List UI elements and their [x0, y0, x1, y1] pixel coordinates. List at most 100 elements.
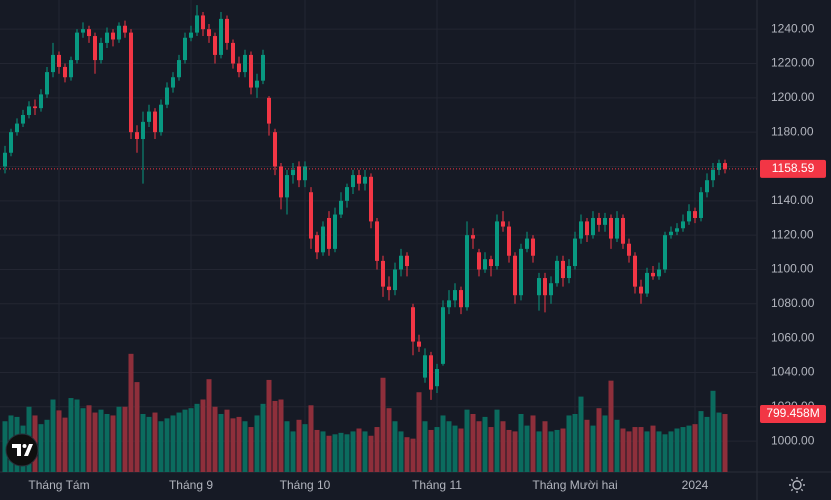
candle-body	[579, 221, 583, 239]
volume-bar	[524, 425, 530, 472]
candle-body	[357, 175, 361, 184]
volume-bar	[200, 399, 206, 472]
candle-body	[261, 54, 265, 81]
candle-body	[285, 175, 289, 198]
volume-bar	[542, 421, 548, 472]
candle-body	[309, 192, 313, 239]
volume-bar	[620, 428, 626, 472]
candle-body	[15, 123, 19, 133]
candle-body	[363, 176, 367, 184]
volume-bar	[308, 405, 314, 472]
candle-body	[57, 54, 61, 67]
volume-bar	[584, 419, 590, 472]
candle-body	[489, 259, 493, 267]
candle-body	[45, 72, 49, 95]
candle-body	[93, 36, 97, 61]
volume-bar	[212, 406, 218, 472]
candle-body	[219, 18, 223, 55]
volume-bar	[380, 377, 386, 472]
volume-bar	[2, 421, 8, 472]
volume-bar	[320, 431, 326, 472]
candle-body	[603, 217, 607, 225]
volume-bar	[356, 428, 362, 472]
volume-bar	[158, 421, 164, 472]
volume-bar	[656, 431, 662, 472]
volume-bar	[554, 429, 560, 472]
volume-bar	[722, 414, 728, 472]
candle-body	[555, 260, 559, 284]
candle-body	[327, 217, 331, 249]
candle-body	[411, 307, 415, 342]
candle-body	[441, 307, 445, 364]
last-price-box	[760, 159, 826, 178]
candle-body	[597, 217, 601, 225]
candle-body	[507, 226, 511, 256]
volume-bar	[536, 431, 542, 472]
volume-bar	[152, 412, 158, 472]
volume-bar	[38, 424, 44, 472]
candle-body	[501, 221, 505, 227]
candle-body	[453, 290, 457, 301]
volume-bar	[578, 396, 584, 472]
candle-body	[231, 42, 235, 64]
candle-body	[477, 252, 481, 270]
candle-body	[681, 221, 685, 229]
volume-bar	[446, 421, 452, 472]
candle-body	[375, 221, 379, 261]
volume-bar	[296, 419, 302, 472]
volume-bar	[326, 435, 332, 472]
settings-icon[interactable]	[789, 477, 805, 493]
candle-body	[123, 25, 127, 33]
candle-body	[9, 132, 13, 153]
candle-body	[279, 166, 283, 198]
candle-body	[165, 87, 169, 105]
candle-body	[369, 176, 373, 222]
volume-bar	[104, 414, 110, 472]
volume-bar	[494, 409, 500, 472]
candle-body	[105, 32, 109, 43]
candle-body	[573, 238, 577, 267]
candle-body	[333, 214, 337, 249]
volume-bar	[278, 399, 284, 472]
volume-bar	[560, 428, 566, 472]
candle-body	[621, 217, 625, 244]
candle-body	[549, 283, 553, 296]
last-price-label: 1158.59	[772, 161, 815, 175]
x-tick-label: Tháng 9	[169, 478, 213, 492]
candle-body	[273, 132, 277, 167]
candle-body	[153, 111, 157, 133]
volume-bar	[614, 419, 620, 472]
candle-body	[495, 221, 499, 267]
candle-body	[315, 235, 319, 253]
candle-body	[405, 255, 409, 267]
candle-body	[291, 169, 295, 176]
volume-bar	[704, 416, 710, 472]
candle-body	[135, 132, 139, 140]
volume-bar	[134, 382, 140, 472]
candle-body	[339, 200, 343, 215]
volume-bar	[68, 398, 74, 472]
volume-bar	[260, 403, 266, 472]
candle-body	[195, 15, 199, 33]
volume-bar	[428, 429, 434, 472]
tv-logo[interactable]	[5, 433, 39, 467]
candle-body	[321, 226, 325, 253]
volume-bar	[440, 415, 446, 472]
y-tick-label: 1180.00	[771, 124, 814, 138]
volume-bar	[692, 424, 698, 472]
volume-bar	[218, 414, 224, 472]
candle-body	[213, 36, 217, 55]
candle-body	[525, 238, 529, 249]
volume-bar	[116, 406, 122, 472]
candle-body	[225, 18, 229, 43]
volume-bar	[398, 431, 404, 472]
volume-bar	[410, 438, 416, 472]
candle-body	[111, 32, 115, 40]
candle-body	[129, 32, 133, 133]
volume-bar	[566, 415, 572, 472]
candle-body	[429, 355, 433, 390]
volume-bar	[572, 414, 578, 472]
y-tick-label: 1100.00	[771, 262, 814, 276]
candle-body	[447, 300, 451, 308]
